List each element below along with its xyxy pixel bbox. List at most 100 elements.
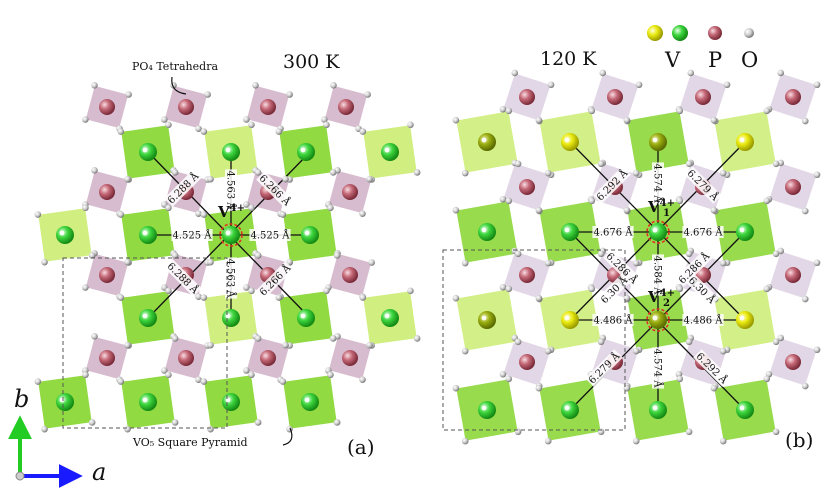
vanadium-atom [736,133,754,151]
distance-label-bg [164,169,202,207]
atom-layer [34,69,821,445]
oxygen-atom [505,375,513,383]
oxygen-atom [813,346,821,354]
oxygen-atom [535,116,543,124]
distance-label-bg [652,347,664,389]
distance-label-bg [675,249,713,287]
distance-text: 4.676 Å [683,227,723,239]
phosphorus-atom [519,89,535,105]
oxygen-atom [34,378,42,385]
distance-text: 4.525 Å [172,230,212,242]
vanadium-atom [301,393,319,411]
oxygen-atom [461,259,469,267]
oxygen-atom [635,81,643,89]
oxygen-atom [82,284,89,291]
oxygen-atom [632,169,640,177]
oxygen-atom [676,285,684,293]
oxygen-atom [171,252,179,259]
vanadium-atom [478,311,496,329]
oxygen-atom [514,428,522,436]
legend-v-yellow-atom [647,25,663,41]
oxygen-atom [801,207,809,215]
oxygen-atom [207,341,214,349]
apical-oxygen [564,405,570,411]
distance-label: 4.486 Å [592,314,634,327]
oxygen-atom [514,338,522,346]
oxygen-atom [165,371,172,379]
oxygen-atom [282,175,289,183]
po4-annotation: PO₄ Tetrahedra [132,60,219,73]
oxygen-atom [597,338,605,346]
distance-label-bg [603,249,641,287]
oxygen-atom [777,334,785,342]
oxygen-atom [41,258,48,266]
oxygen-atom [364,91,371,98]
apical-oxygen [300,147,306,153]
oxygen-atom [676,197,684,205]
apical-oxygen [652,315,658,321]
oxygen-atom [333,252,341,259]
oxygen-atom [254,252,262,259]
oxygen-atom [685,428,693,436]
oxygen-atom [710,384,718,392]
oxygen-atom [499,105,507,113]
oxygen-atom [124,258,131,266]
oxygen-atom [588,197,596,205]
oxygen-atom [124,341,131,349]
apical-oxygen [481,227,487,233]
oxygen-atom [286,91,293,98]
vanadium-atom [736,311,754,329]
phosphorus-atom [99,267,115,283]
distance-label: 4.584 Å [652,254,664,296]
vo5-annotation: VO₅ Square Pyramid [133,436,248,449]
distance-label: 4.563 Å [225,169,237,211]
oxygen-atom [535,384,543,392]
apical-oxygen [142,313,148,319]
vanadium-atom [649,133,667,151]
oxygen-atom [772,160,780,168]
distance-text: 4.676 Å [593,227,633,239]
oxygen-atom [632,259,640,267]
oxygen-atom [772,338,780,346]
oxygen-atom [813,81,821,89]
oxygen-atom [88,252,96,259]
vanadium-atom [561,311,579,329]
oxygen-atom [461,347,469,355]
oxygen-atom [200,128,208,135]
legend-v-label: V [665,48,681,72]
apical-oxygen [564,315,570,321]
oxygen-atom [125,91,132,98]
phosphorus-atom [519,267,535,283]
oxygen-atom [207,258,214,266]
oxygen-atom [772,250,780,258]
vanadium-atom [56,226,74,244]
panel-a-temperature: 300 K [283,51,340,73]
apical-oxygen [304,230,310,236]
distance-label: 4.574 Å [652,347,664,389]
oxygen-atom [161,367,168,374]
phosphorus-atom [99,350,115,366]
oxygen-atom [505,285,513,293]
distance-text: 4.486 Å [683,315,723,327]
oxygen-atom [813,259,821,267]
oxygen-atom [623,206,631,214]
vanadium-atom [222,226,240,244]
phosphorus-atom [260,350,276,366]
a-axis-label: a [92,458,107,486]
vanadium-atom [222,393,240,411]
oxygen-atom [327,204,334,212]
oxygen-atom [544,347,552,355]
oxygen-atom [165,204,172,212]
oxygen-atom [321,116,328,123]
oxygen-atom [801,295,809,303]
oxygen-atom [195,376,202,383]
distance-label-bg [171,229,213,241]
vanadium-atom [139,393,157,411]
vanadium-atom [381,143,399,161]
distance-label-bg [585,349,623,387]
vanadium-atom [56,393,74,411]
distance-text: 4.574 Å [652,348,664,388]
oxygen-atom [41,425,48,433]
oxygen-atom [461,169,469,177]
oxygen-atom [763,375,771,383]
